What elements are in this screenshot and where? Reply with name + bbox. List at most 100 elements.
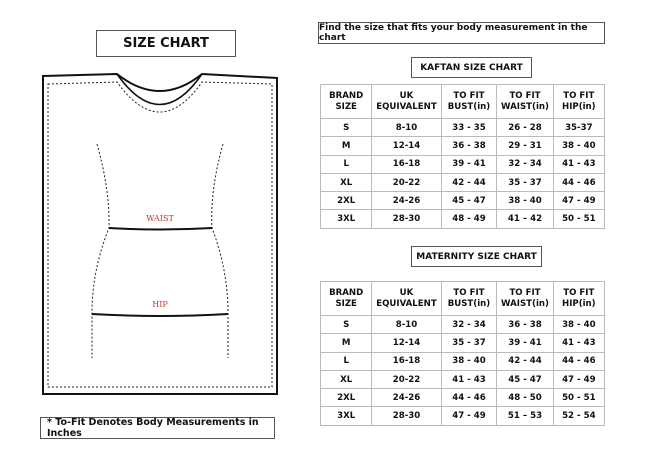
body-left-contour: [91, 143, 110, 358]
table-cell: XL: [319, 369, 373, 390]
table-cell: 32 - 34: [440, 314, 498, 335]
header-line: TO FIT: [453, 90, 485, 101]
table-cell: 39 - 41: [440, 154, 498, 174]
table-cell: L: [319, 351, 373, 371]
kaftan-size-table: BRAND SIZE UK EQUIVALENT TO FIT BUST(in) TO FI…: [319, 84, 606, 229]
table-cell: 52 - 54: [552, 406, 606, 426]
column-header: TO FIT BUST(in): [440, 84, 498, 119]
column-header: TO FIT WAIST(in): [496, 281, 554, 316]
header-line: TO FIT: [509, 90, 541, 101]
header-line: BRAND: [329, 287, 364, 298]
table-cell: 8-10: [371, 314, 442, 335]
table-cell: 50 - 51: [552, 209, 606, 229]
waist-line: [108, 227, 213, 231]
hip-label: HIP: [152, 300, 168, 309]
table-cell: 16-18: [371, 154, 442, 174]
column-header: UK EQUIVALENT: [371, 84, 442, 119]
maternity-size-table: BRAND SIZE UK EQUIVALENT TO FIT BUST(in) TO FI…: [319, 281, 606, 426]
table-cell: S: [319, 314, 373, 335]
column-header: UK EQUIVALENT: [371, 281, 442, 316]
header-line: TO FIT: [563, 287, 595, 298]
table-row: M 12-14 35 - 37 39 - 41 41 - 43: [319, 333, 606, 353]
header-line: EQUIVALENT: [376, 298, 437, 309]
column-header: BRAND SIZE: [319, 281, 373, 316]
header-line: UK: [399, 90, 414, 101]
table-cell: 3XL: [319, 406, 373, 426]
table-cell: 41 - 43: [440, 369, 498, 390]
hip-line: [91, 313, 229, 317]
table-row: S 8-10 33 - 35 26 - 28 35-37: [319, 117, 606, 138]
table-cell: 29 - 31: [496, 136, 554, 156]
table-cell: 51 – 53: [496, 406, 554, 426]
header-line: TO FIT: [563, 90, 595, 101]
neckline-inner: [116, 73, 203, 106]
column-header: TO FIT HIP(in): [552, 281, 606, 316]
table-cell: 45 - 47: [496, 369, 554, 390]
table-cell: 12-14: [371, 136, 442, 156]
header-line: BUST(in): [447, 298, 491, 309]
header-line: WAIST(in): [501, 298, 549, 309]
instruction-text: Find the size that fits your body measur…: [318, 22, 605, 44]
table-cell: 28-30: [371, 209, 442, 229]
header-line: TO FIT: [453, 287, 485, 298]
table-cell: 33 - 35: [440, 117, 498, 138]
waist-label: WAIST: [146, 214, 174, 223]
header-line: BUST(in): [447, 101, 491, 112]
table-cell: 39 - 41: [496, 333, 554, 353]
maternity-chart-title: MATERNITY SIZE CHART: [411, 246, 542, 267]
garment-outline: [42, 72, 278, 395]
table-cell: 36 - 38: [440, 136, 498, 156]
footnote: * To-Fit Denotes Body Measurements in In…: [40, 417, 275, 439]
header-line: HIP(in): [562, 101, 596, 112]
header-line: BRAND: [329, 90, 364, 101]
header-line: EQUIVALENT: [376, 101, 437, 112]
column-header: TO FIT HIP(in): [552, 84, 606, 119]
table-cell: 41 – 42: [496, 209, 554, 229]
header-line: TO FIT: [509, 287, 541, 298]
table-cell: S: [319, 117, 373, 138]
table-cell: 3XL: [319, 209, 373, 229]
table-row: 2XL 24-26 45 - 47 38 - 40 47 - 49: [319, 191, 606, 211]
table-cell: L: [319, 154, 373, 174]
table-cell: M: [319, 333, 373, 353]
body-right-contour: [211, 143, 229, 358]
table-cell: 8-10: [371, 117, 442, 138]
table-row: 2XL 24-26 44 - 46 48 - 50 50 - 51: [319, 388, 606, 408]
table-cell: 20-22: [371, 369, 442, 390]
table-cell: 38 - 40: [552, 136, 606, 156]
table-cell: 48 - 50: [496, 388, 554, 408]
table-cell: 44 - 46: [552, 172, 606, 193]
table-cell: 42 - 44: [440, 172, 498, 193]
header-line: HIP(in): [562, 298, 596, 309]
header-line: UK: [399, 287, 414, 298]
table-cell: 20-22: [371, 172, 442, 193]
header-line: SIZE: [335, 101, 357, 112]
table-cell: 45 - 47: [440, 191, 498, 211]
table-cell: 24-26: [371, 191, 442, 211]
table-cell: 35-37: [552, 117, 606, 138]
column-header: TO FIT BUST(in): [440, 281, 498, 316]
table-cell: 42 - 44: [496, 351, 554, 371]
table-cell: 47 - 49: [552, 369, 606, 390]
table-cell: XL: [319, 172, 373, 193]
table-cell: 41 - 43: [552, 333, 606, 353]
column-header: TO FIT WAIST(in): [496, 84, 554, 119]
table-cell: 47 - 49: [552, 191, 606, 211]
table-cell: 36 - 38: [496, 314, 554, 335]
table-cell: 47 - 49: [440, 406, 498, 426]
table-cell: 44 - 46: [552, 351, 606, 371]
header-line: SIZE: [335, 298, 357, 309]
table-cell: 26 - 28: [496, 117, 554, 138]
table-cell: 35 - 37: [496, 172, 554, 193]
table-cell: 32 - 34: [496, 154, 554, 174]
table-cell: 38 - 40: [496, 191, 554, 211]
header-line: WAIST(in): [501, 101, 549, 112]
table-cell: 2XL: [319, 191, 373, 211]
table-row: 3XL 28-30 48 - 49 41 – 42 50 - 51: [319, 209, 606, 229]
table-cell: 12-14: [371, 333, 442, 353]
table-cell: 44 - 46: [440, 388, 498, 408]
table-cell: M: [319, 136, 373, 156]
page-title: SIZE CHART: [96, 30, 236, 57]
table-cell: 38 - 40: [440, 351, 498, 371]
